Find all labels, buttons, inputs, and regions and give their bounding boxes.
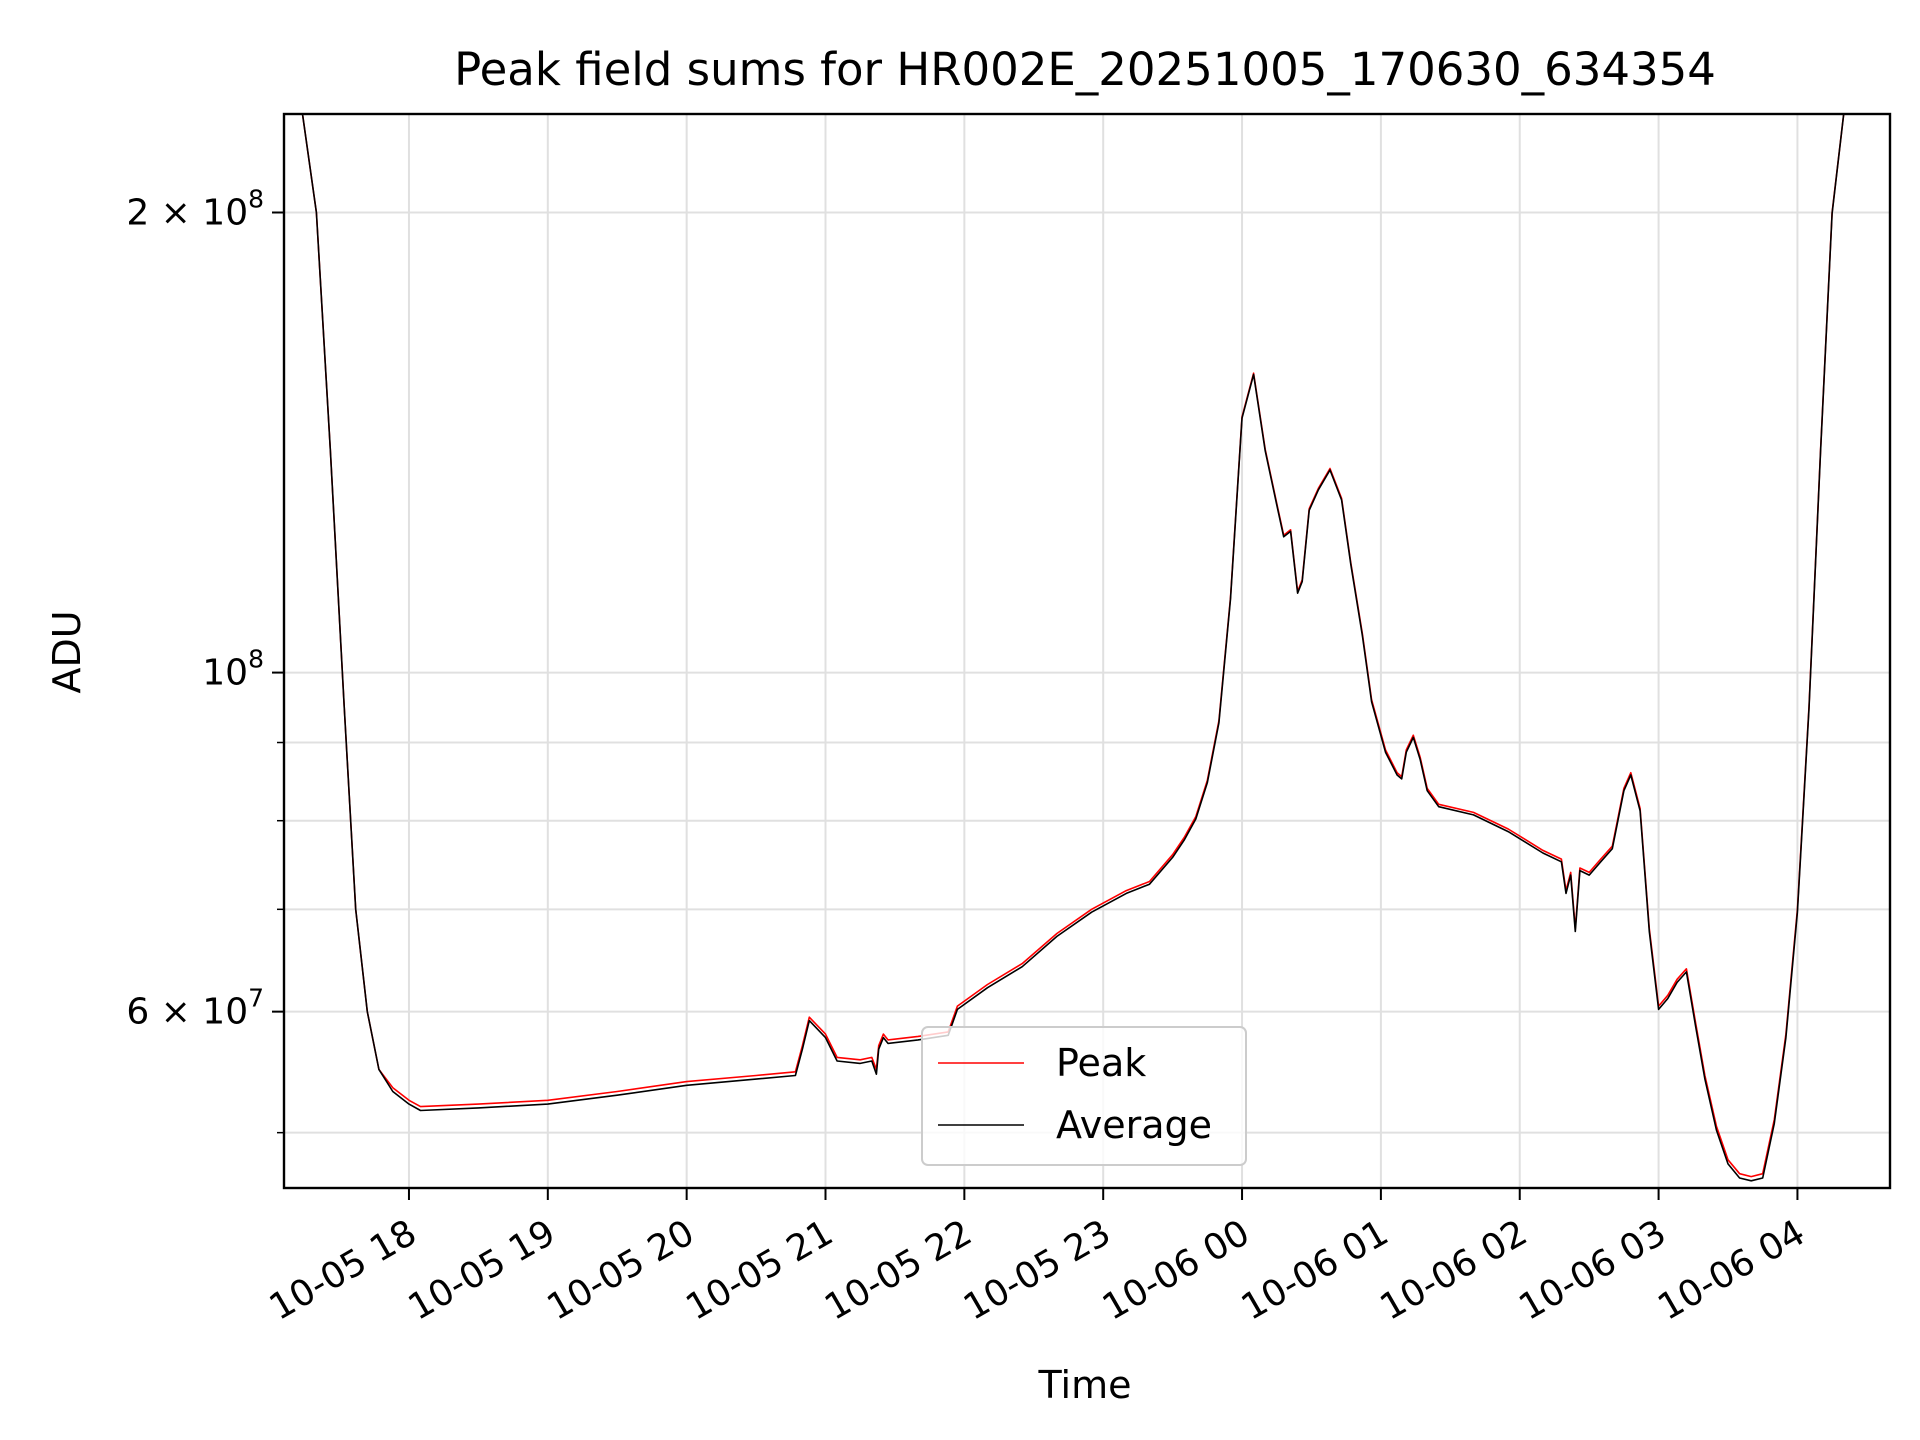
legend-peak-label: Peak xyxy=(1056,1041,1146,1085)
series-layer xyxy=(284,114,1890,1182)
x-axis-label: Time xyxy=(1038,1363,1132,1407)
y-axis-label: ADU xyxy=(45,610,89,693)
y-axis: 2 × 108 108 6 × 107 xyxy=(126,185,284,1134)
plot-frame xyxy=(282,112,1892,1190)
y-tick-label: 2 × 108 xyxy=(126,185,264,234)
series-line-average xyxy=(284,114,1890,1182)
legend-box xyxy=(921,1026,1247,1166)
grid xyxy=(284,114,1890,1188)
chart-title: Peak field sums for HR002E_20251005_1706… xyxy=(454,43,1716,96)
y-tick-label: 108 xyxy=(202,645,264,694)
y-tick-label: 6 × 107 xyxy=(126,984,264,1033)
legend: Peak Average xyxy=(921,1026,1247,1166)
legend-average-label: Average xyxy=(1056,1103,1212,1147)
